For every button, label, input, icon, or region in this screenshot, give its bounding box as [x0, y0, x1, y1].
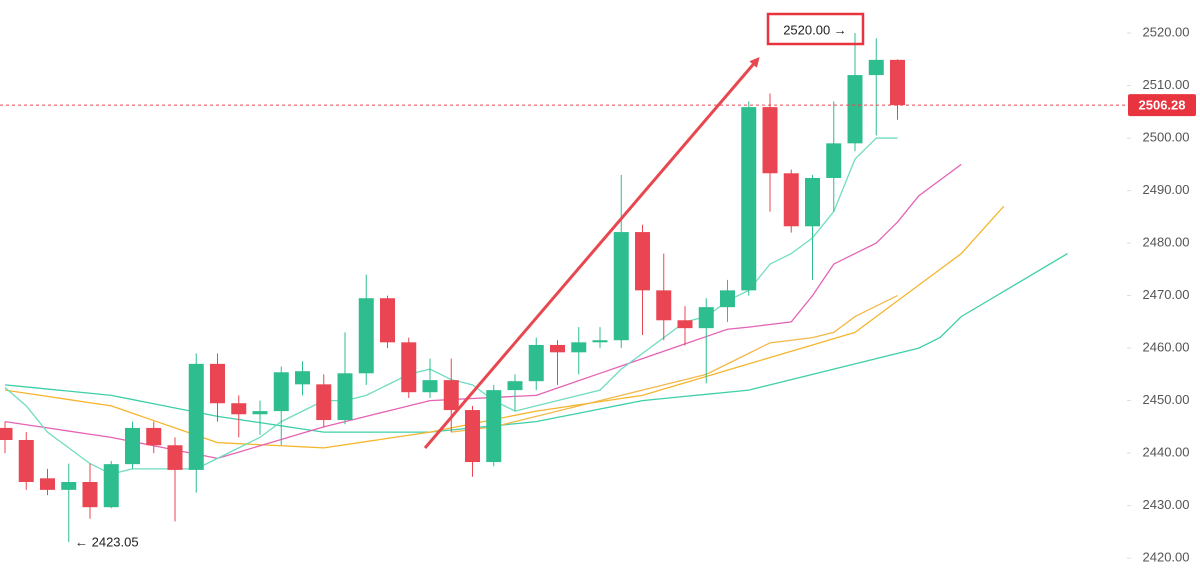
- y-tick-label: 2520.00: [1143, 25, 1190, 40]
- candle-body: [677, 320, 693, 329]
- moving-average-line: [4, 253, 1068, 433]
- candle-body: [188, 363, 204, 470]
- candle-body: [890, 59, 905, 106]
- candle-body: [18, 439, 34, 482]
- candle-body: [868, 59, 884, 76]
- candle-body: [0, 427, 13, 440]
- candle-body: [783, 173, 799, 227]
- candle-body: [167, 445, 183, 470]
- grid: [1127, 32, 1131, 559]
- candle-body: [61, 481, 77, 490]
- candle-body: [273, 372, 289, 412]
- low-annotation: ← 2423.05: [75, 534, 139, 549]
- y-tick-label: 2460.00: [1143, 340, 1190, 355]
- candle-body: [720, 290, 735, 308]
- candle-body: [358, 298, 374, 374]
- candle-body: [465, 410, 480, 463]
- y-tick-label: 2420.00: [1143, 550, 1190, 565]
- y-tick-label: 2480.00: [1143, 235, 1190, 250]
- trend-arrow: [423, 56, 760, 449]
- candle-body: [210, 363, 225, 404]
- high-highlight-box: [766, 12, 865, 46]
- candle-body: [146, 427, 162, 446]
- candle-body: [826, 143, 842, 178]
- candle-body: [762, 107, 778, 174]
- candle-body: [401, 342, 417, 393]
- y-tick-label: 2450.00: [1143, 392, 1190, 407]
- y-tick-label: 2430.00: [1143, 497, 1190, 512]
- y-tick-label: 2500.00: [1143, 130, 1190, 145]
- candle-body: [316, 384, 332, 421]
- y-tick-label: 2440.00: [1143, 445, 1190, 460]
- candle-body: [528, 344, 544, 382]
- moving-averages: [4, 137, 1068, 475]
- candle-body: [82, 481, 98, 508]
- candle-body: [592, 340, 608, 343]
- candle-body: [443, 380, 459, 411]
- candle-body: [613, 232, 629, 341]
- y-axis: 2420.00 2430.00 2440.00 2450.00 2460.00 2470.…: [1128, 25, 1196, 565]
- last-price-label: 2506.28: [1139, 98, 1186, 113]
- high-annotation: 2520.00 →: [783, 22, 847, 37]
- moving-average-line: [4, 163, 962, 460]
- candle-body: [103, 464, 119, 508]
- candle-body: [380, 298, 395, 343]
- candle-body: [295, 371, 310, 385]
- candle-body: [698, 307, 714, 329]
- candle-body: [337, 373, 353, 421]
- y-tick-label: 2490.00: [1143, 182, 1190, 197]
- candle-body: [550, 344, 565, 353]
- candles: [0, 33, 1125, 543]
- candle-body: [486, 390, 502, 463]
- candle-body: [635, 232, 650, 291]
- candle-body: [847, 75, 863, 144]
- moving-average-line: [4, 205, 1005, 449]
- candle-body: [656, 290, 672, 321]
- y-tick-label: 2470.00: [1143, 287, 1190, 302]
- moving-average-line: [451, 295, 898, 433]
- candle-body: [252, 411, 268, 415]
- candle-body: [571, 342, 587, 353]
- candle-body: [40, 478, 55, 490]
- candle-body: [741, 107, 757, 291]
- candle-body: [507, 381, 523, 391]
- candle-body: [125, 427, 140, 465]
- candle-body: [422, 380, 438, 393]
- y-tick-label: 2510.00: [1143, 77, 1190, 92]
- candle-body: [805, 177, 820, 227]
- candle-body: [231, 403, 247, 415]
- last-price-box: [1128, 94, 1196, 117]
